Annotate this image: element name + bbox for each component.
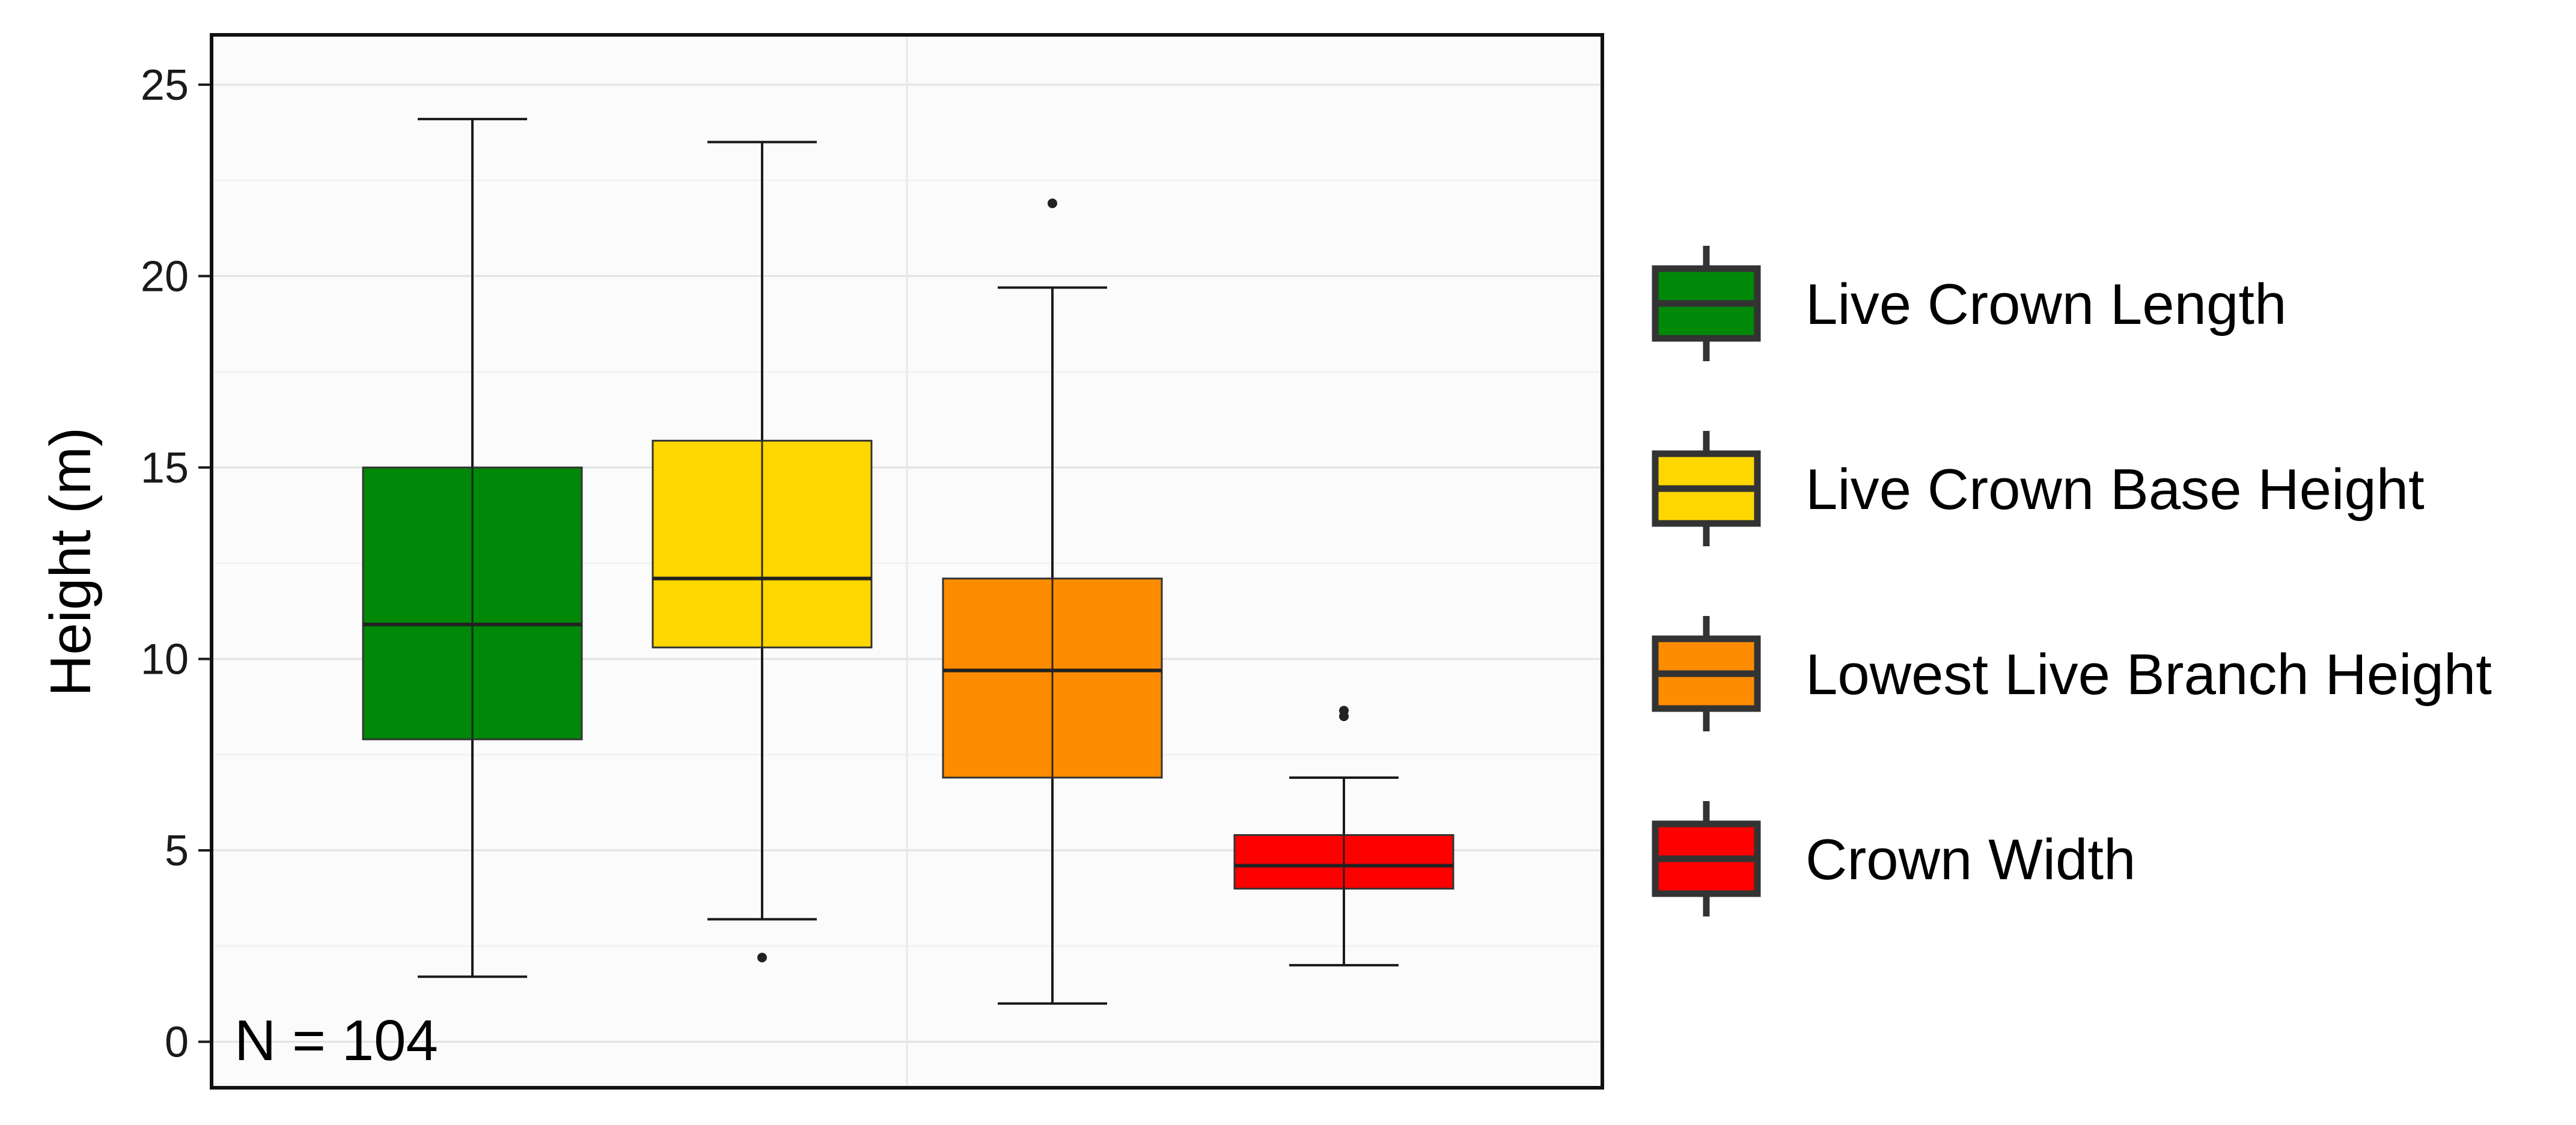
box-2 xyxy=(652,141,873,963)
y-tick-label: 25 xyxy=(141,61,189,109)
box-3 xyxy=(942,198,1163,1005)
legend-item-4: Crown Width xyxy=(1652,801,2135,916)
y-tick-label: 0 xyxy=(165,1019,189,1067)
sample-size-annotation: N = 104 xyxy=(234,1008,438,1073)
y-axis: 0 5 10 15 20 25 xyxy=(141,33,1604,1090)
legend-label: Crown Width xyxy=(1805,828,2135,892)
y-tick-label: 10 xyxy=(141,635,189,683)
y-axis-title: Height (m) xyxy=(38,427,103,697)
outlier-point xyxy=(757,953,767,963)
y-tick-label: 5 xyxy=(165,827,189,875)
outlier-point xyxy=(1339,706,1349,716)
y-tick-label: 15 xyxy=(141,444,189,492)
legend-label: Lowest Live Branch Height xyxy=(1805,642,2492,707)
legend-item-3: Lowest Live Branch Height xyxy=(1652,616,2492,731)
plot-area xyxy=(362,118,1454,1005)
box-1 xyxy=(362,118,583,978)
legend: Live Crown Length Live Crown Base Height L… xyxy=(1652,246,2492,916)
outlier-point xyxy=(1048,198,1057,209)
legend-label: Live Crown Base Height xyxy=(1805,457,2425,522)
legend-item-1: Live Crown Length xyxy=(1652,246,2286,361)
y-tick-label: 20 xyxy=(141,252,189,300)
plot-border xyxy=(210,33,1604,1090)
legend-item-2: Live Crown Base Height xyxy=(1652,431,2425,546)
legend-label: Live Crown Length xyxy=(1805,272,2286,337)
box-4 xyxy=(1233,706,1454,967)
